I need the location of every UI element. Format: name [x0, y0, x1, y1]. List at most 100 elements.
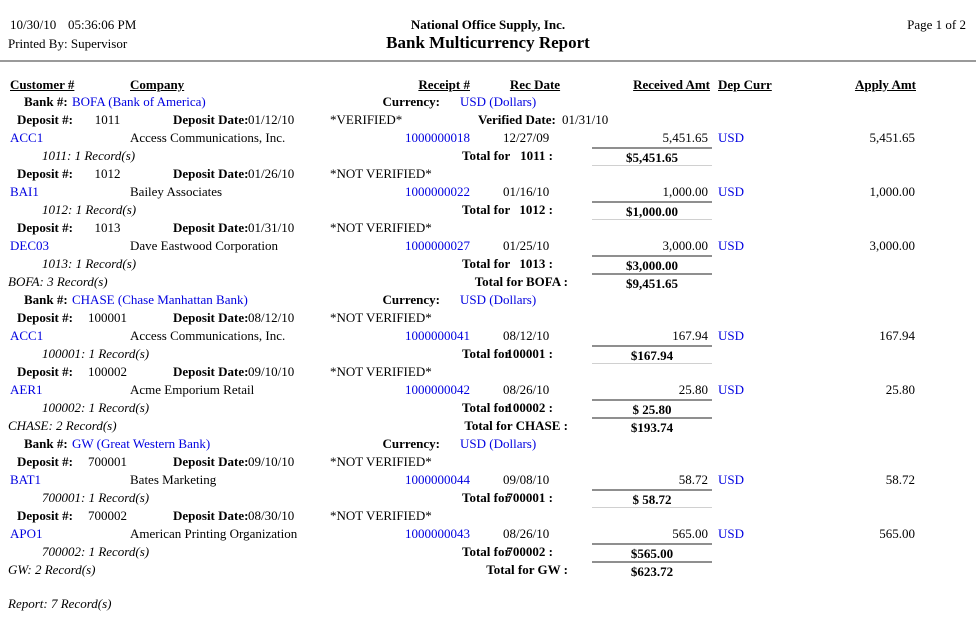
dep-curr-link[interactable]: USD [718, 382, 745, 397]
currency-label: Currency: [382, 436, 440, 451]
deposit-number: 100001 [88, 310, 127, 325]
deposit-number-label: Deposit #: [17, 364, 73, 379]
bank-link[interactable]: BOFA (Bank of America) [72, 94, 206, 109]
customer-link[interactable]: ACC1 [10, 130, 44, 145]
apply-amt: 565.00 [879, 526, 915, 541]
bank-row: Bank #: GW (Great Western Bank) Currency: U… [0, 435, 976, 453]
bank-row: Bank #: CHASE (Chase Manhattan Bank) Curre… [0, 291, 976, 309]
deposit-date-label: Deposit Date: [173, 112, 249, 127]
deposit-date-label: Deposit Date: [173, 220, 249, 235]
deposit-total-amount: $ 25.80 [592, 399, 712, 418]
receipt-link[interactable]: 1000000043 [405, 526, 470, 541]
dep-curr-link[interactable]: USD [718, 472, 745, 487]
deposit-date-label: Deposit Date: [173, 508, 249, 523]
deposit-date: 01/26/10 [248, 166, 295, 181]
deposit-row: Deposit #: 1012 Deposit Date: 01/26/10 *NOT … [0, 165, 976, 183]
dep-curr-link[interactable]: USD [718, 526, 745, 541]
rec-date: 01/16/10 [503, 184, 550, 199]
deposit-total-row: 1012: 1 Record(s) Total for 1012 : $1,000.0… [0, 201, 976, 220]
bank-link[interactable]: CHASE (Chase Manhattan Bank) [72, 292, 248, 307]
apply-amt: 5,451.65 [869, 130, 916, 145]
bank-total-row: GW: 2 Record(s) Total for GW : $623.72 [0, 561, 976, 579]
bank-row: Bank #: BOFA (Bank of America) Currency: US… [0, 93, 976, 111]
bank-total-amount: $623.72 [592, 561, 712, 579]
deposit-number: 1013 [94, 220, 121, 235]
receipt-link[interactable]: 1000000041 [405, 328, 470, 343]
deposit-number: 1011 [94, 112, 121, 127]
bank-number-label: Bank #: [24, 94, 68, 109]
rec-date: 09/08/10 [503, 472, 550, 487]
receipt-row: DEC03 Dave Eastwood Corporation 1000000027… [0, 237, 976, 255]
deposit-total-row: 1013: 1 Record(s) Total for 1013 : $3,000.0… [0, 255, 976, 274]
total-for-label: Total for [462, 346, 511, 361]
deposit-total-amount: $5,451.65 [592, 147, 712, 166]
bank-total-amount: $9,451.65 [592, 273, 712, 291]
apply-amt: 58.72 [885, 472, 915, 487]
total-deposit-number: 1011 : [520, 148, 553, 163]
currency-link[interactable]: USD (Dollars) [460, 436, 537, 451]
rec-date: 12/27/09 [503, 130, 550, 145]
receipt-link[interactable]: 1000000022 [405, 184, 470, 199]
total-for-label: Total for [462, 490, 511, 505]
total-deposit-number: 1013 : [519, 256, 553, 271]
currency-label: Currency: [382, 94, 440, 109]
total-deposit-number: 100002 : [506, 400, 553, 415]
deposit-total-amount: $3,000.00 [592, 255, 712, 274]
bank-record-count: GW: 2 Record(s) [8, 562, 96, 577]
header-divider [0, 60, 976, 62]
currency-link[interactable]: USD (Dollars) [460, 292, 537, 307]
customer-link[interactable]: DEC03 [10, 238, 49, 253]
customer-link[interactable]: APO1 [10, 526, 43, 541]
apply-amt: 167.94 [879, 328, 915, 343]
deposit-number-label: Deposit #: [17, 310, 73, 325]
dep-curr-link[interactable]: USD [718, 328, 745, 343]
received-amt: 1,000.00 [662, 184, 709, 199]
dep-curr-link[interactable]: USD [718, 130, 745, 145]
verified-status: *NOT VERIFIED* [330, 166, 432, 181]
company-name: Bates Marketing [130, 472, 217, 487]
total-for-label: Total for [462, 544, 511, 559]
receipt-link[interactable]: 1000000042 [405, 382, 470, 397]
company-name: Access Communications, Inc. [130, 130, 286, 145]
company-name-header: National Office Supply, Inc. [410, 17, 566, 32]
receipt-link[interactable]: 1000000044 [405, 472, 470, 487]
deposit-row: Deposit #: 700001 Deposit Date: 09/10/10 *NO… [0, 453, 976, 471]
deposit-total-amount: $565.00 [592, 543, 712, 562]
deposit-total-row: 700002: 1 Record(s) Total for 700002 : $565… [0, 543, 976, 562]
bank-total-label: Total for CHASE : [464, 418, 568, 433]
total-for-label: Total for [462, 148, 511, 163]
customer-link[interactable]: BAT1 [10, 472, 42, 487]
rec-date: 01/25/10 [503, 238, 550, 253]
deposit-date: 01/31/10 [248, 220, 295, 235]
receipt-link[interactable]: 1000000027 [405, 238, 470, 253]
deposit-record-count: 700001: 1 Record(s) [42, 490, 150, 505]
customer-link[interactable]: BAI1 [10, 184, 39, 199]
deposit-number-label: Deposit #: [17, 508, 73, 523]
deposit-number: 1012 [94, 166, 121, 181]
deposit-date-label: Deposit Date: [173, 454, 249, 469]
currency-label: Currency: [382, 292, 440, 307]
customer-link[interactable]: ACC1 [10, 328, 44, 343]
dep-curr-link[interactable]: USD [718, 184, 745, 199]
deposit-record-count: 100001: 1 Record(s) [42, 346, 150, 361]
receipt-row: BAT1 Bates Marketing 1000000044 09/08/10 58.… [0, 471, 976, 489]
deposit-date: 01/12/10 [248, 112, 295, 127]
deposit-number-label: Deposit #: [17, 220, 73, 235]
print-date: 10/30/10 [10, 17, 57, 32]
bank-link[interactable]: GW (Great Western Bank) [72, 436, 211, 451]
currency-link[interactable]: USD (Dollars) [460, 94, 537, 109]
received-amt: 167.94 [672, 328, 708, 343]
dep-curr-link[interactable]: USD [718, 238, 745, 253]
customer-link[interactable]: AER1 [10, 382, 43, 397]
bank-record-count: CHASE: 2 Record(s) [8, 418, 117, 433]
total-deposit-number: 1012 : [519, 202, 553, 217]
printed-by: Printed By: Supervisor [8, 36, 128, 51]
bank-total-row: BOFA: 3 Record(s) Total for BOFA : $9,451.… [0, 273, 976, 291]
receipt-link[interactable]: 1000000018 [405, 130, 470, 145]
verified-status: *NOT VERIFIED* [330, 310, 432, 325]
deposit-row: Deposit #: 100001 Deposit Date: 08/12/10 *NO… [0, 309, 976, 327]
deposit-record-count: 1013: 1 Record(s) [42, 256, 137, 271]
deposit-total-row: 100001: 1 Record(s) Total for 100001 : $167… [0, 345, 976, 364]
company-name: American Printing Organization [130, 526, 298, 541]
bank-number-label: Bank #: [24, 436, 68, 451]
